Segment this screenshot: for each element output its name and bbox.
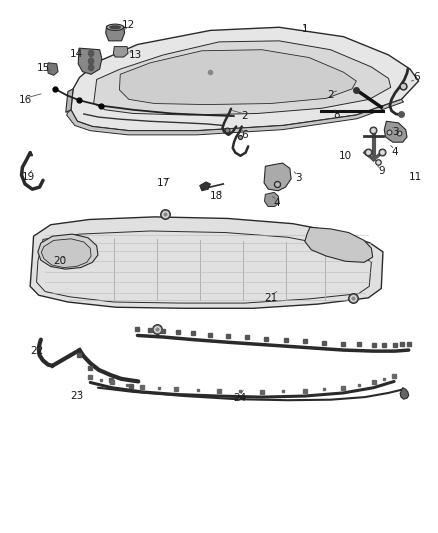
Text: 2: 2 [241, 111, 248, 121]
Circle shape [88, 64, 94, 71]
Text: 17: 17 [156, 178, 170, 188]
Text: 9: 9 [378, 166, 385, 176]
Text: 1: 1 [301, 24, 308, 34]
Polygon shape [106, 26, 124, 41]
Polygon shape [47, 63, 58, 75]
Polygon shape [384, 122, 407, 142]
Polygon shape [30, 217, 383, 308]
Text: 19: 19 [21, 172, 35, 182]
Text: 20: 20 [53, 256, 67, 266]
Text: 22: 22 [30, 346, 43, 356]
Polygon shape [66, 89, 73, 112]
Text: 10: 10 [339, 151, 352, 161]
Polygon shape [120, 50, 357, 104]
Text: 18: 18 [210, 191, 223, 201]
Text: 8: 8 [334, 110, 340, 120]
Circle shape [88, 50, 94, 56]
Text: 6: 6 [413, 72, 420, 83]
Polygon shape [265, 192, 279, 206]
Text: 24: 24 [233, 393, 246, 403]
Polygon shape [200, 182, 210, 191]
Text: 12: 12 [122, 20, 135, 30]
Text: 6: 6 [241, 130, 248, 140]
Text: 3: 3 [392, 127, 398, 137]
Polygon shape [41, 239, 91, 268]
Text: 14: 14 [70, 49, 83, 59]
Polygon shape [38, 234, 98, 269]
Text: 11: 11 [409, 172, 422, 182]
Ellipse shape [109, 25, 121, 29]
Text: 23: 23 [70, 391, 83, 401]
Polygon shape [67, 99, 403, 135]
Polygon shape [305, 228, 373, 262]
Polygon shape [113, 46, 128, 57]
Polygon shape [78, 48, 102, 74]
Text: 13: 13 [129, 50, 142, 60]
Text: 4: 4 [392, 147, 398, 157]
Circle shape [88, 58, 94, 64]
Polygon shape [94, 41, 391, 115]
Polygon shape [264, 163, 291, 191]
Ellipse shape [106, 24, 124, 30]
Text: 2: 2 [327, 90, 334, 100]
Text: 15: 15 [37, 63, 50, 73]
Text: 16: 16 [18, 95, 32, 106]
Text: 4: 4 [274, 198, 280, 208]
Polygon shape [71, 27, 419, 131]
Text: 3: 3 [295, 173, 302, 183]
Text: 21: 21 [264, 293, 277, 303]
Polygon shape [400, 387, 409, 399]
